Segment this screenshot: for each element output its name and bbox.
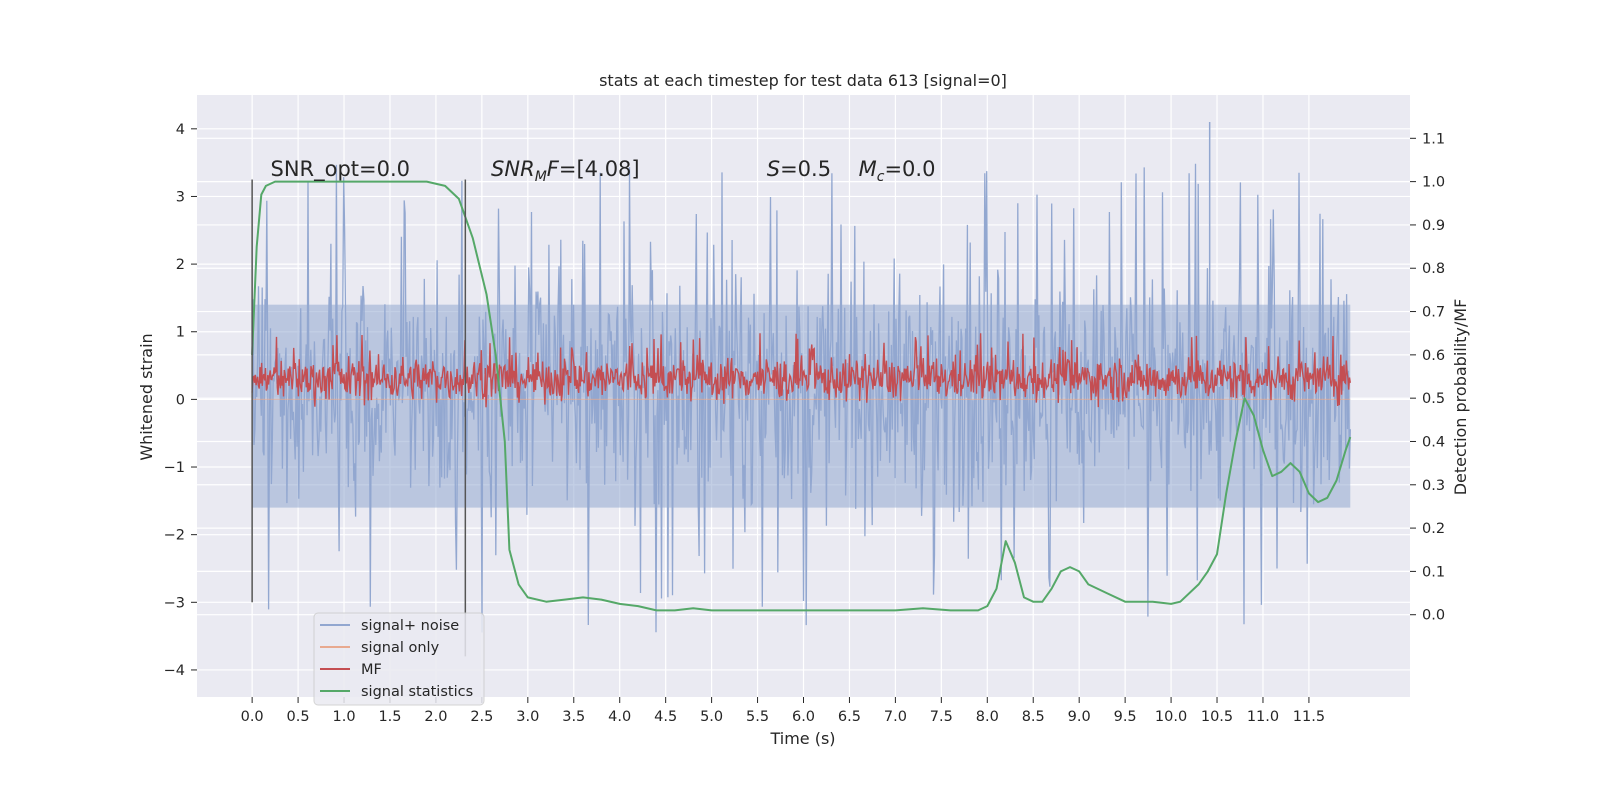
x-tick-label: 3.5 [562,709,585,725]
legend-entry: signal only [361,640,440,656]
x-tick-label: 2.0 [424,709,447,725]
y-tick-label-right: 0.5 [1422,391,1445,407]
y-tick-label-right: 0.4 [1422,434,1445,450]
x-tick-label: 11.5 [1293,709,1325,725]
vertical-markers [251,179,467,657]
mf-line [251,333,1351,408]
x-tick-label: 1.0 [332,709,355,725]
annotation: SNR_opt=0.0 [271,157,411,182]
x-tick-label: 4.0 [608,709,631,725]
y-tick-label-right: 1.1 [1422,131,1445,147]
y-tick-label-right: 0.1 [1422,564,1445,580]
x-tick-label: 0.0 [241,709,264,725]
annotation: Mc=0.0 [859,157,936,185]
legend-entry: signal+ noise [361,618,459,634]
y-tick-label-right: 0.8 [1422,261,1445,277]
x-axis-label: Time (s) [769,729,835,748]
y-axis-right-label: Detection probability/MF [1451,299,1470,496]
y-tick-label-left: 2 [176,257,185,273]
x-tick-label: 5.0 [700,709,723,725]
series-signal-statistics [251,180,1352,612]
y-tick-label-left: −3 [164,595,185,611]
x-tick-label: 7.5 [930,709,953,725]
y-tick-label-right: 0.2 [1422,521,1445,537]
stats-line [251,180,1352,612]
y-tick-label-left: 0 [176,392,185,408]
chart-title: stats at each timestep for test data 613… [599,71,1007,90]
x-axis: 0.0 0.5 1.0 1.5 2.0 2.5 3.0 3.5 4.0 4.5 5.0 5.5 6.0 6… [241,697,1325,725]
x-tick-label: 6.0 [792,709,815,725]
y-tick-label-left: 1 [176,325,185,341]
x-tick-label: 4.5 [654,709,677,725]
x-tick-label: 11.0 [1247,709,1279,725]
y-tick-label-right: 0.0 [1422,608,1445,624]
series-signal-noise [251,122,1351,633]
x-tick-label: 9.0 [1068,709,1091,725]
annotation: S=0.5 [767,157,831,181]
x-tick-label: 1.5 [378,709,401,725]
legend-entry: signal statistics [361,684,473,700]
x-tick-label: 2.5 [470,709,493,725]
x-tick-label: 0.5 [287,709,310,725]
x-tick-label: 5.5 [746,709,769,725]
legend-entry: MF [361,662,382,678]
x-tick-label: 6.5 [838,709,861,725]
y-tick-label-right: 0.7 [1422,305,1445,321]
y-tick-label-right: 0.3 [1422,478,1445,494]
y-tick-label-right: 1.0 [1422,175,1445,191]
series-mf [251,333,1351,408]
y-tick-label-left: −2 [164,528,185,544]
y-tick-label-left: −4 [164,663,185,679]
annotation: SNRMF=[4.08] [491,157,640,185]
noise-core [252,304,1351,508]
x-tick-label: 3.0 [516,709,539,725]
y-tick-label-left: 4 [176,122,185,138]
y-axis-left-label: Whitened strain [137,333,156,460]
y-axis-right: 1.1 1.0 0.9 0.8 0.7 0.6 0.5 0.4 0.3 0.2 0.1 0.0 [1410,131,1445,624]
y-axis-left: 4 3 2 1 0 −1 −2 −3 −4 [164,122,197,679]
y-tick-label-left: 3 [176,189,185,205]
x-tick-label: 10.5 [1201,709,1233,725]
legend: signal+ noise signal only MF signal statist… [313,612,485,706]
legend-box [313,612,485,706]
x-tick-label: 8.0 [976,709,999,725]
y-tick-label-left: −1 [164,460,185,476]
y-tick-label-right: 0.9 [1422,218,1445,234]
annotations: SNR_opt=0.0 SNRMF=[4.08] S=0.5 Mc=0.0 [271,157,936,185]
x-tick-label: 7.0 [884,709,907,725]
x-tick-label: 10.0 [1155,709,1187,725]
x-tick-label: 9.5 [1114,709,1137,725]
x-tick-label: 8.5 [1022,709,1045,725]
y-tick-label-right: 0.6 [1422,348,1445,364]
